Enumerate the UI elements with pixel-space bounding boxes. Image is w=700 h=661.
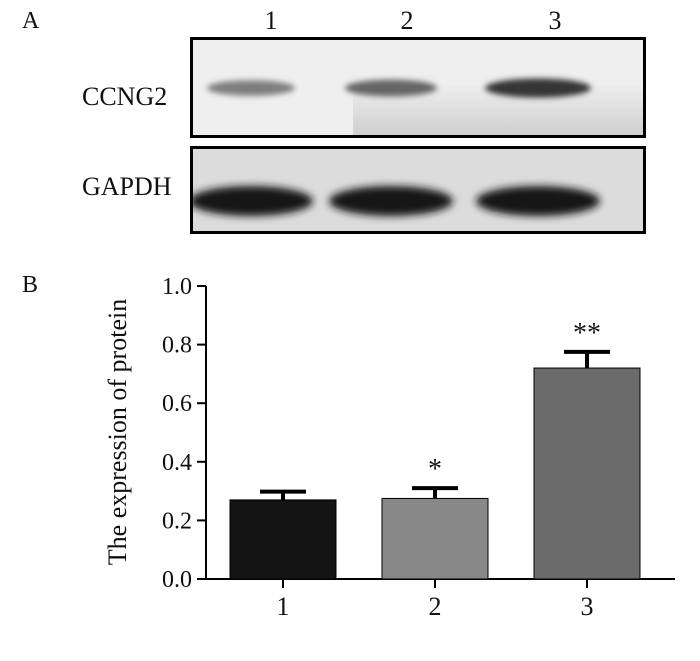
x-tick-label: 1	[277, 592, 290, 621]
gapdh-blot-image	[193, 149, 643, 231]
bar	[229, 499, 337, 580]
y-tick-label: 0.2	[162, 508, 192, 534]
significance-marker: **	[573, 318, 601, 349]
lane-label-1: 1	[264, 6, 278, 35]
y-tick-label: 0.8	[162, 333, 192, 359]
lane-label-2: 2	[400, 6, 414, 35]
blot-label-ccng2: CCNG2	[82, 82, 168, 111]
y-tick-label: 0.6	[162, 391, 192, 417]
y-tick-label: 0.0	[162, 567, 192, 593]
x-tick-label: 3	[581, 592, 594, 621]
lane-label-3: 3	[548, 6, 562, 35]
bar	[381, 497, 489, 580]
ccng2-band	[485, 78, 591, 98]
gapdh-band	[193, 186, 313, 216]
x-tick-label: 2	[429, 592, 442, 621]
panel-a-label: A	[22, 8, 40, 34]
y-tick-label: 0.4	[162, 450, 192, 476]
gapdh-band	[329, 186, 453, 216]
y-tick-label: 1.0	[162, 274, 192, 300]
significance-marker: *	[428, 454, 442, 485]
ccng2-blot-image	[193, 40, 643, 135]
panel-b-label: B	[22, 272, 39, 298]
blot-label-gapdh: GAPDH	[82, 172, 172, 201]
gapdh-blot	[190, 146, 646, 234]
ccng2-blot	[190, 37, 646, 138]
ccng2-band	[207, 80, 295, 96]
y-axis-label: The expression of protein	[103, 299, 132, 565]
gapdh-band	[476, 186, 600, 216]
ccng2-band	[345, 79, 437, 97]
bar	[533, 367, 641, 580]
